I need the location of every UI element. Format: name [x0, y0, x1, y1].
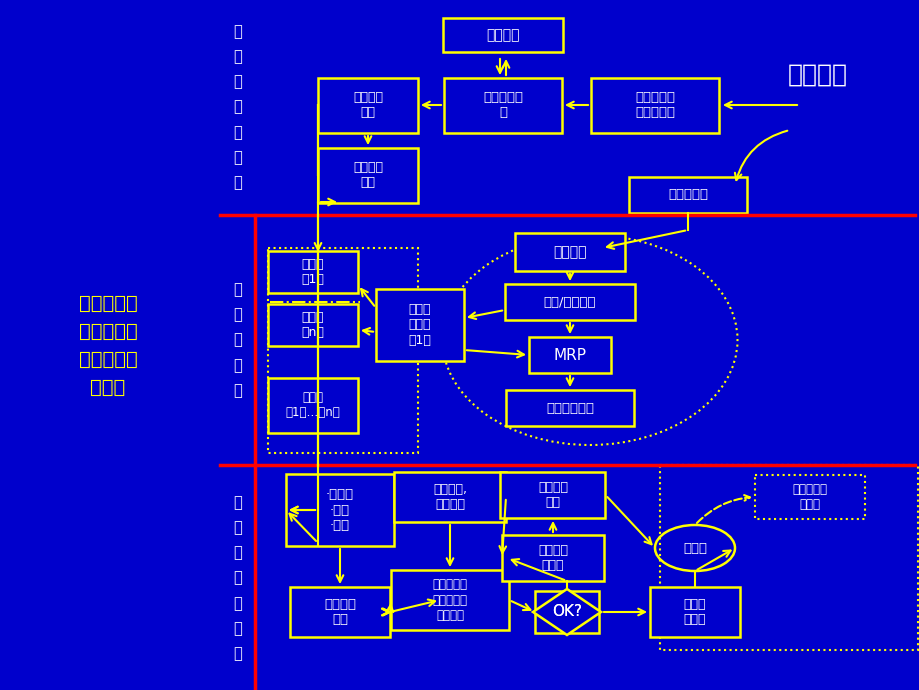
Text: 分销商
（1，…，n）: 分销商 （1，…，n） — [285, 391, 340, 420]
Text: OK?: OK? — [551, 604, 582, 620]
Bar — [444, 77, 562, 132]
Text: 供应商
（1）: 供应商 （1） — [301, 258, 324, 286]
Text: OK?: OK? — [551, 604, 582, 620]
Bar — [267, 377, 357, 433]
Bar — [267, 251, 357, 293]
Text: 管理层: 管理层 — [682, 542, 706, 555]
Bar — [391, 570, 508, 630]
Text: 销售计划: 销售计划 — [552, 245, 586, 259]
Bar — [318, 148, 417, 202]
Text: 订单、预测: 订单、预测 — [667, 188, 708, 201]
Text: 市场需求: 市场需求 — [788, 63, 847, 87]
Bar — [629, 177, 746, 213]
Text: 数据处理
模型: 数据处理 模型 — [323, 598, 356, 627]
Text: MRP: MRP — [553, 348, 586, 362]
Bar — [505, 284, 634, 320]
Bar — [505, 390, 633, 426]
Text: 自制/外包决策: 自制/外包决策 — [543, 295, 596, 308]
Text: 车间作业管理: 车间作业管理 — [545, 402, 594, 415]
Bar — [659, 465, 917, 650]
Text: 确定合作
对象: 确定合作 对象 — [353, 91, 382, 119]
Text: 原因分析
与预警: 原因分析 与预警 — [538, 544, 567, 572]
Bar — [443, 18, 562, 52]
Text: 执
行
信
息
管
理
层: 执 行 信 息 管 理 层 — [233, 495, 242, 661]
Text: 合同决策
模型: 合同决策 模型 — [353, 161, 382, 189]
Text: 委
托
实
现
决
策
层: 委 托 实 现 决 策 层 — [233, 24, 242, 190]
Text: 合作对策决
策: 合作对策决 策 — [482, 91, 522, 119]
Text: 专家系统,
知识推理: 专家系统, 知识推理 — [433, 483, 467, 511]
Bar — [650, 587, 739, 637]
Bar — [528, 337, 610, 373]
Polygon shape — [532, 589, 600, 635]
Bar — [267, 304, 357, 346]
Text: 合作伙伴基
础数据处理: 合作伙伴基 础数据处理 — [634, 91, 675, 119]
Bar — [376, 289, 463, 361]
Bar — [535, 591, 598, 633]
Bar — [754, 475, 864, 519]
Text: 放弃原有合
作伙伴: 放弃原有合 作伙伴 — [791, 483, 826, 511]
Text: 例外管理
规则: 例外管理 规则 — [538, 481, 567, 509]
Bar — [267, 248, 417, 453]
Text: 外购、
外协件
（1）: 外购、 外协件 （1） — [408, 303, 431, 347]
Bar — [515, 233, 624, 271]
Text: 供应商
（n）: 供应商 （n） — [301, 310, 324, 339]
Text: 运
作
管
理
层: 运 作 管 理 层 — [233, 282, 242, 398]
Text: 推理过程: 推理过程 — [486, 28, 519, 42]
Bar — [289, 587, 390, 637]
Text: ·交货期
·品种
·数量: ·交货期 ·品种 ·数量 — [325, 488, 354, 532]
Bar — [502, 535, 604, 581]
Text: 供应链企业
运作状况分
析与判断: 供应链企业 运作状况分 析与判断 — [432, 578, 467, 622]
Bar — [590, 77, 719, 132]
Text: 例行管
理规则: 例行管 理规则 — [683, 598, 706, 627]
Bar — [393, 472, 505, 522]
Bar — [286, 474, 393, 546]
Bar — [318, 77, 417, 132]
Bar — [500, 472, 605, 518]
Text: 供应链管理
系统运作中
的主要问题
及联系: 供应链管理 系统运作中 的主要问题 及联系 — [78, 293, 137, 397]
